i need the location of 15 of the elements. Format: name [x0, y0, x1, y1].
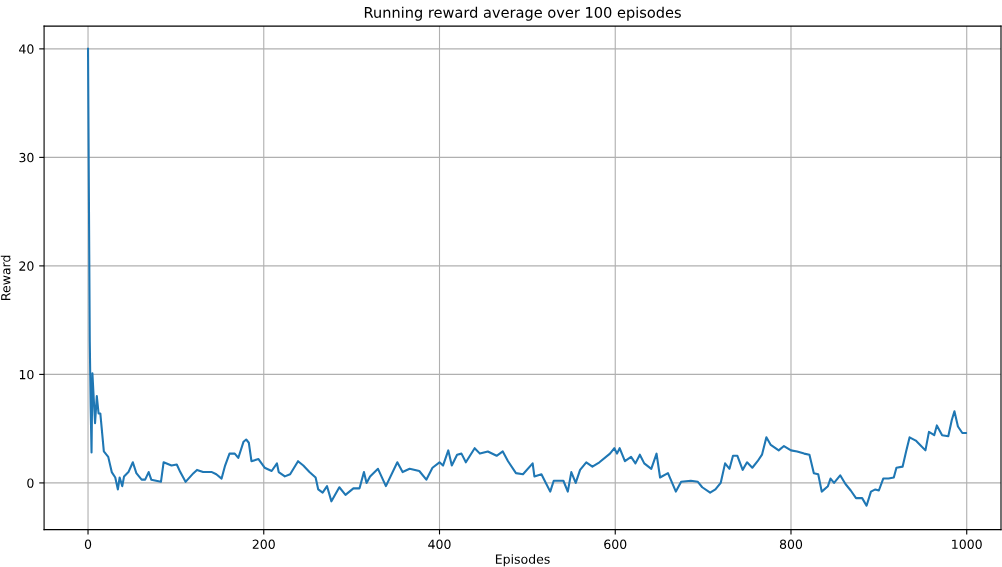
x-tick-label: 200: [252, 539, 275, 549]
x-tick-label: 400: [428, 539, 451, 549]
y-tick-label: 20: [19, 261, 34, 271]
x-tick-label: 0: [84, 539, 92, 549]
x-tick-label: 1000: [952, 539, 982, 549]
x-tick-label: 800: [779, 539, 803, 549]
x-tick-label: 600: [604, 539, 627, 549]
y-tick-label: 10: [19, 369, 34, 380]
x-axis-title: Episodes: [495, 554, 550, 567]
y-axis-title: Reward: [0, 255, 11, 300]
y-tick-label: 0: [27, 478, 34, 488]
y-tick-label: 30: [19, 152, 34, 163]
chart-title: Running reward average over 100 episodes: [364, 6, 681, 21]
line-series: [86, 47, 967, 507]
y-tick-label: 40: [19, 44, 34, 54]
